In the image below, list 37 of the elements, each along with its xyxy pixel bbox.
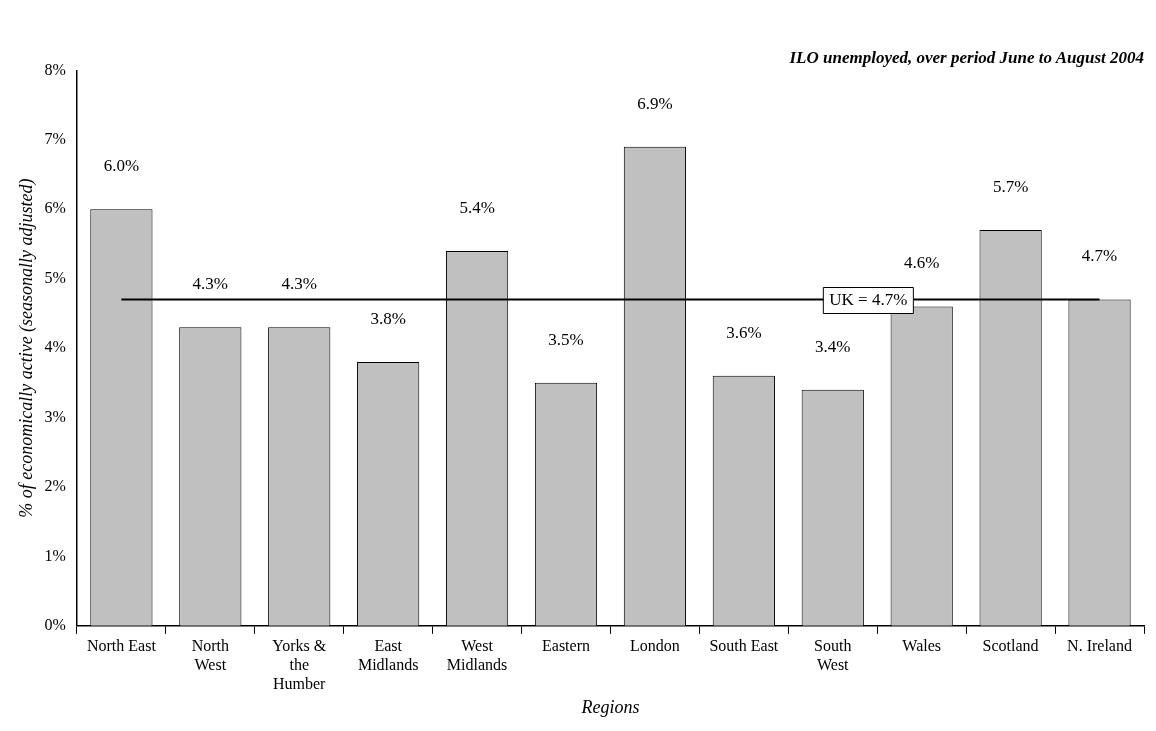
y-tick-label: 6% bbox=[44, 199, 66, 217]
x-tick-label: West Midlands bbox=[446, 636, 508, 673]
x-tick-label: South West bbox=[814, 636, 852, 673]
y-tick-label: 2% bbox=[44, 477, 66, 495]
x-tick-label: North West bbox=[191, 636, 229, 673]
data-label: 6.0% bbox=[103, 156, 140, 176]
data-label: 3.5% bbox=[548, 329, 584, 349]
x-tick-label: London bbox=[630, 636, 680, 654]
y-tick-label: 5% bbox=[44, 268, 66, 286]
y-tick-label: 8% bbox=[44, 60, 66, 78]
data-label: 6.9% bbox=[637, 93, 673, 113]
data-label: 4.6% bbox=[903, 253, 940, 273]
x-tick-label: Yorks & the Humber bbox=[272, 636, 327, 692]
y-axis-title: % of economically active (seasonally adjusted) bbox=[15, 178, 37, 518]
y-tick-label: 3% bbox=[44, 407, 66, 425]
data-label: 3.4% bbox=[815, 336, 851, 356]
data-label: 5.4% bbox=[459, 197, 495, 217]
x-tick-label: N. Ireland bbox=[1067, 636, 1132, 654]
x-tick-label: South East bbox=[709, 636, 779, 654]
x-tick-label: North East bbox=[86, 636, 157, 654]
data-label: 4.3% bbox=[192, 274, 229, 294]
x-axis-title: Regions bbox=[580, 696, 640, 717]
ref-line-label: UK = 4.7% bbox=[829, 289, 908, 309]
chart-title: ILO unemployed, over period June to August 2004 bbox=[788, 47, 1144, 67]
y-tick-label: 7% bbox=[44, 130, 66, 148]
data-label: 4.3% bbox=[281, 274, 317, 294]
x-tick-label: Eastern bbox=[542, 636, 590, 654]
y-tick-label: 0% bbox=[44, 616, 66, 633]
y-tick-label: 1% bbox=[44, 546, 66, 564]
data-label: 3.8% bbox=[370, 308, 406, 328]
data-label: 5.7% bbox=[992, 177, 1029, 197]
x-tick-label: Scotland bbox=[982, 636, 1039, 654]
data-label: 3.6% bbox=[726, 322, 762, 342]
x-tick-label: Wales bbox=[902, 636, 942, 654]
y-tick-label: 4% bbox=[44, 338, 66, 356]
data-label: 4.7% bbox=[1081, 246, 1118, 266]
x-tick-label: East Midlands bbox=[357, 636, 419, 673]
